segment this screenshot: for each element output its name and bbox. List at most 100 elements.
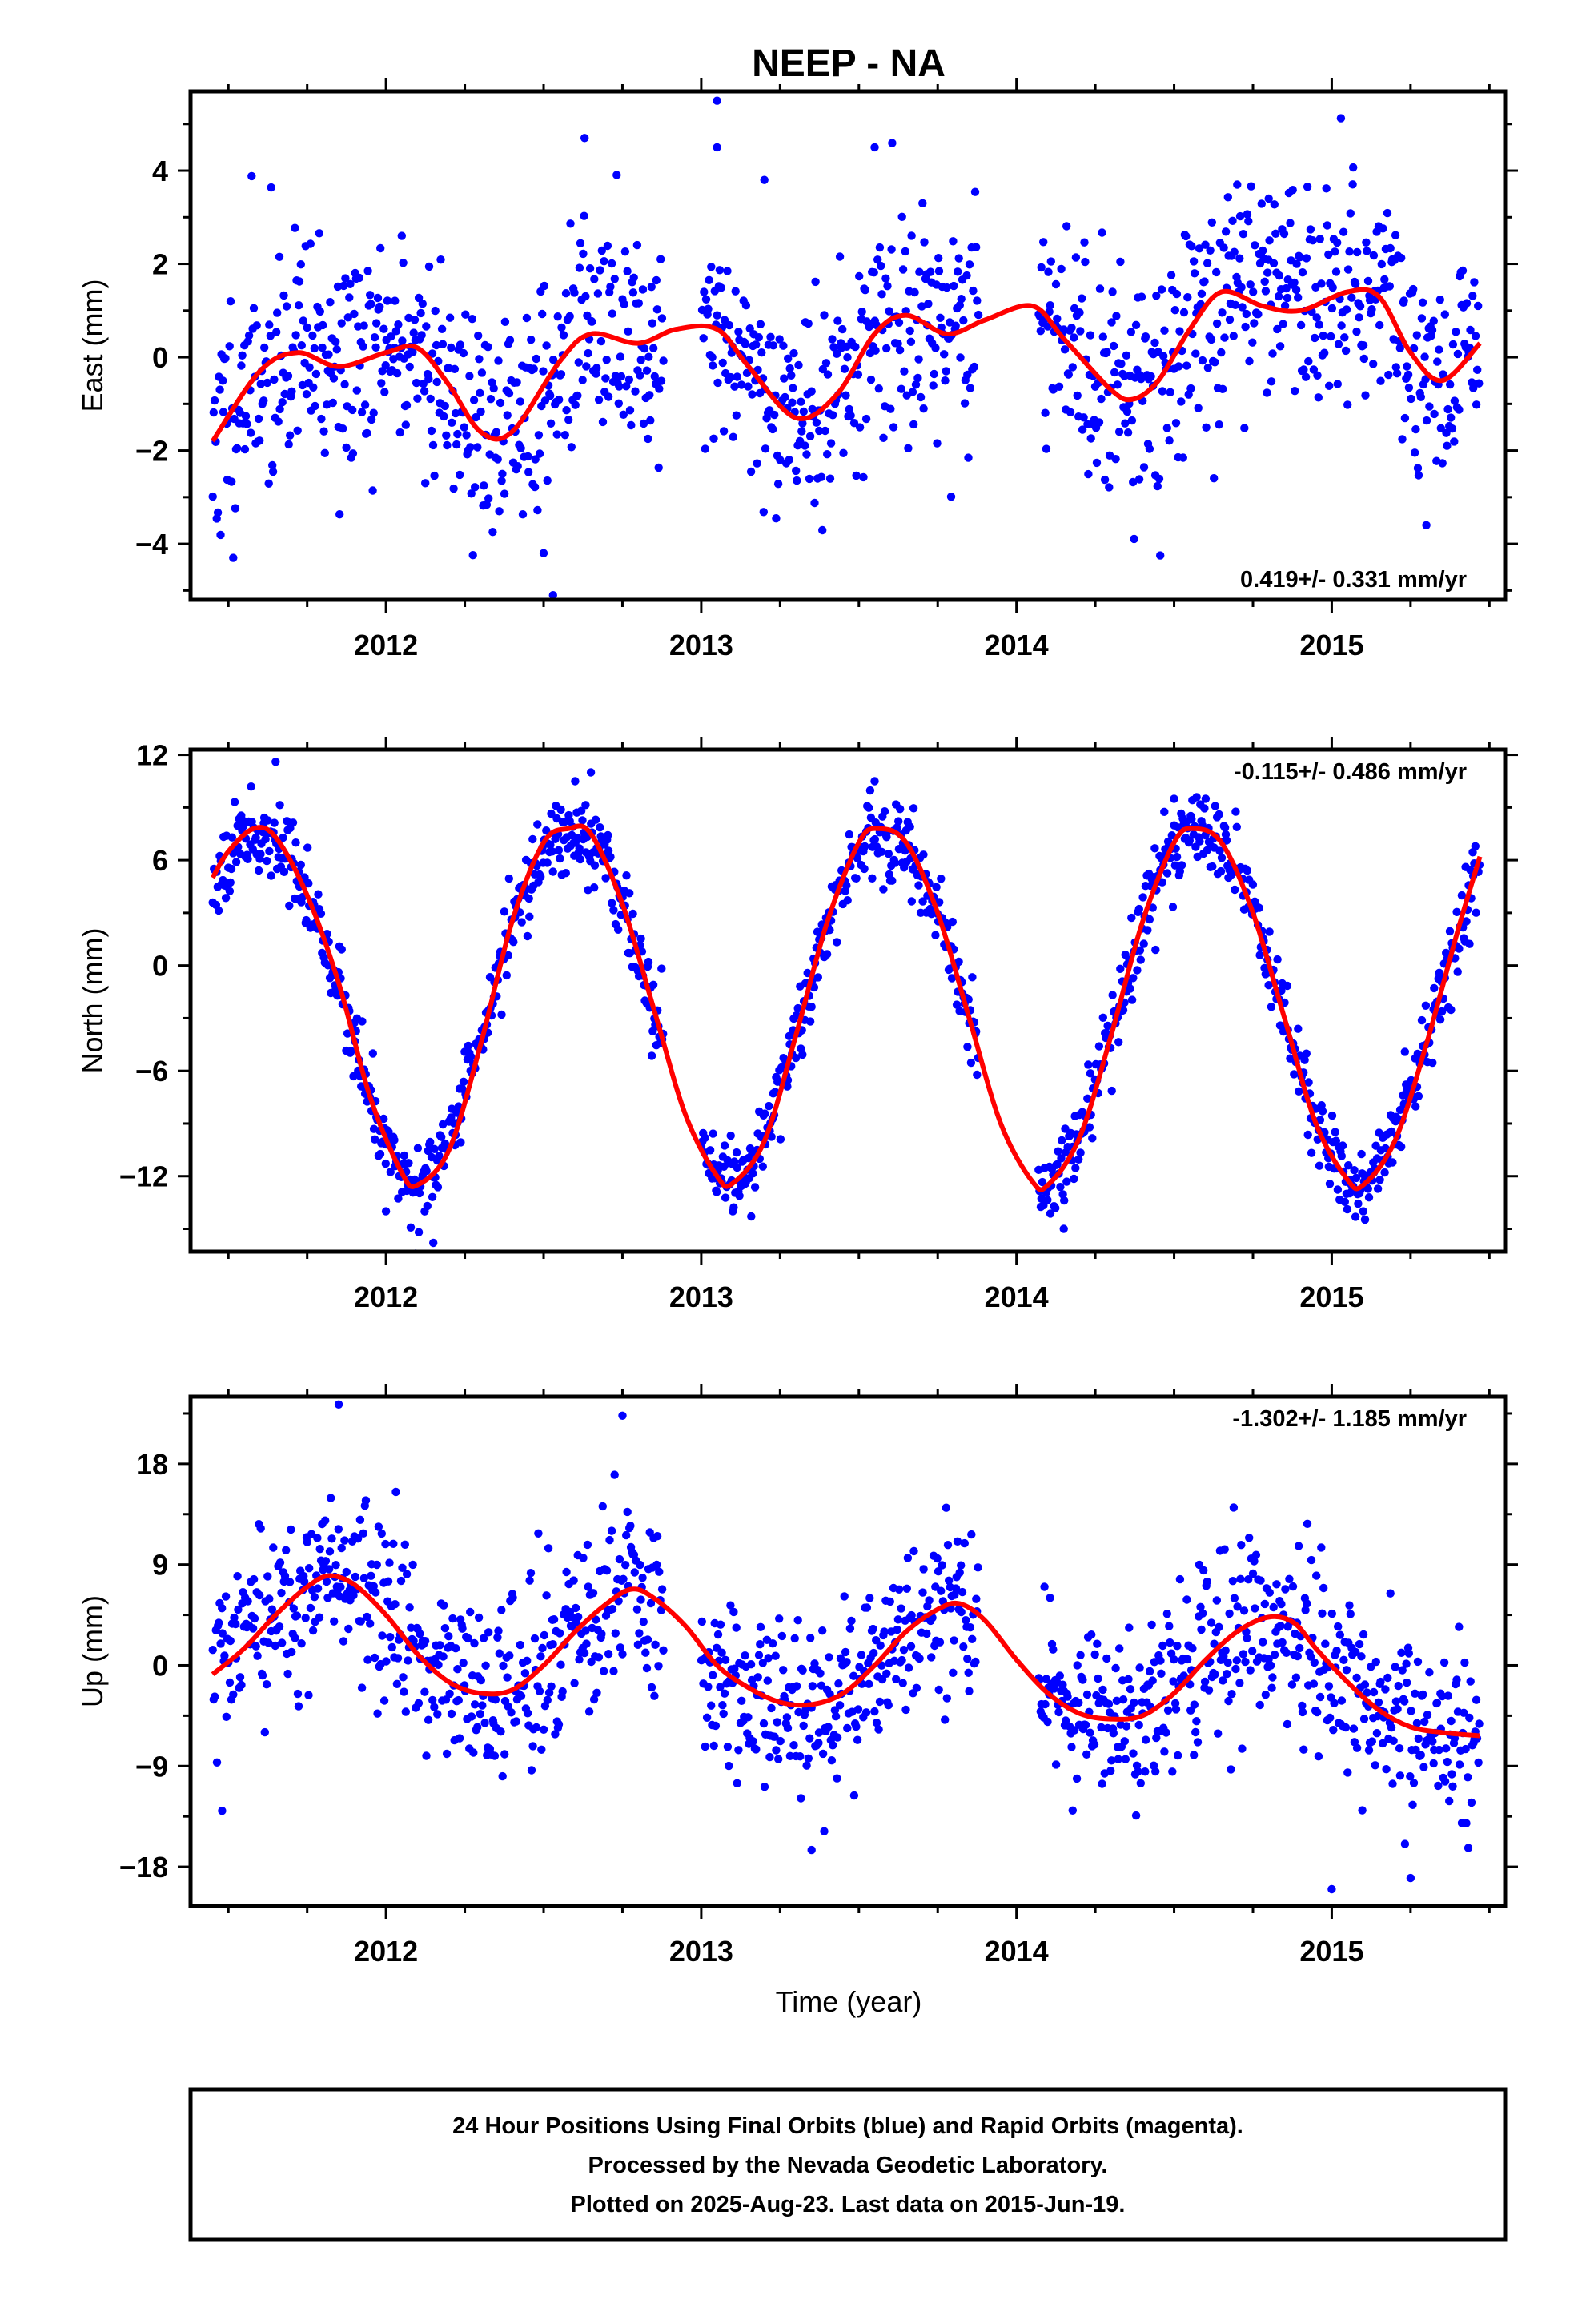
data-point [598,1502,607,1511]
data-point [1260,277,1269,286]
data-point [308,331,317,340]
data-point [1113,380,1122,389]
data-point [823,370,833,379]
data-point [571,400,580,409]
data-point [305,1564,314,1573]
data-point [447,343,456,352]
data-point [1470,278,1479,287]
data-point [413,394,422,403]
data-point [772,1746,781,1755]
data-point [1318,1107,1327,1116]
data-point [265,846,274,856]
data-point [342,443,351,452]
data-point [776,1736,785,1746]
data-point [1277,1599,1286,1609]
data-point [853,1735,862,1744]
data-point [1445,927,1455,936]
data-point [1279,229,1289,239]
data-point [1158,387,1167,396]
data-point [1320,348,1329,357]
data-point [872,1719,881,1727]
data-point [1078,294,1086,303]
data-point [438,340,448,348]
data-point [793,1003,802,1013]
data-point [363,428,371,438]
data-point [571,1603,580,1613]
data-point [540,1630,548,1640]
data-point [361,1496,371,1505]
data-point [433,1710,442,1719]
data-point [753,1673,762,1682]
data-point [1276,1622,1285,1630]
data-point [1115,1644,1124,1653]
data-point [942,367,950,376]
data-point [555,395,564,404]
data-point [1141,1767,1150,1776]
data-point [959,1642,968,1651]
data-point [310,1593,319,1602]
data-point [1440,310,1450,319]
data-point [1425,1668,1434,1677]
data-point [390,1136,399,1144]
data-point [484,1628,493,1637]
data-point [744,382,753,391]
data-point [498,469,507,478]
data-point [749,1737,757,1746]
data-point [1187,814,1196,824]
data-point [1369,360,1378,368]
data-point [570,1679,579,1687]
data-point [1248,338,1257,347]
data-point [456,1138,465,1147]
data-point [287,1647,296,1657]
data-point [1233,1602,1242,1611]
data-point [789,384,797,392]
data-point [608,899,616,907]
data-point [347,1047,355,1055]
data-point [375,1149,385,1159]
data-point [642,1663,652,1673]
data-point [833,938,841,947]
data-point [861,842,869,851]
data-point [817,472,826,481]
data-point [539,549,548,557]
data-point [1391,1663,1399,1671]
data-point [1395,1771,1405,1780]
data-point [398,336,407,345]
data-point [725,1761,733,1771]
data-point [1122,407,1132,416]
data-point [868,874,877,883]
data-point [334,1525,343,1534]
data-point [1167,831,1177,840]
data-point [908,388,917,396]
data-point [383,296,392,305]
data-point [306,1603,315,1613]
data-point [547,809,556,818]
data-point [462,431,471,440]
data-point [445,313,455,322]
data-point [295,277,304,286]
data-point [1275,271,1284,280]
data-point [1411,424,1420,434]
data-point [1261,287,1271,296]
data-point [1051,1760,1061,1769]
data-point [888,139,897,147]
data-point [405,362,414,372]
data-point [638,1574,647,1582]
data-point [750,1183,760,1192]
data-point [278,1638,287,1647]
data-point [1097,1723,1106,1732]
data-point [502,971,511,980]
data-point [391,1487,400,1497]
data-point [275,1558,285,1567]
data-point [604,1650,613,1659]
data-point [219,408,228,416]
data-point [389,1539,398,1549]
data-point [817,1626,827,1635]
data-point [1124,1675,1133,1683]
data-point [905,326,914,336]
data-point [596,823,604,832]
data-point [865,1594,874,1602]
data-point [500,489,509,498]
chart-title: NEEP - NA [752,42,946,85]
data-point [1450,396,1460,405]
